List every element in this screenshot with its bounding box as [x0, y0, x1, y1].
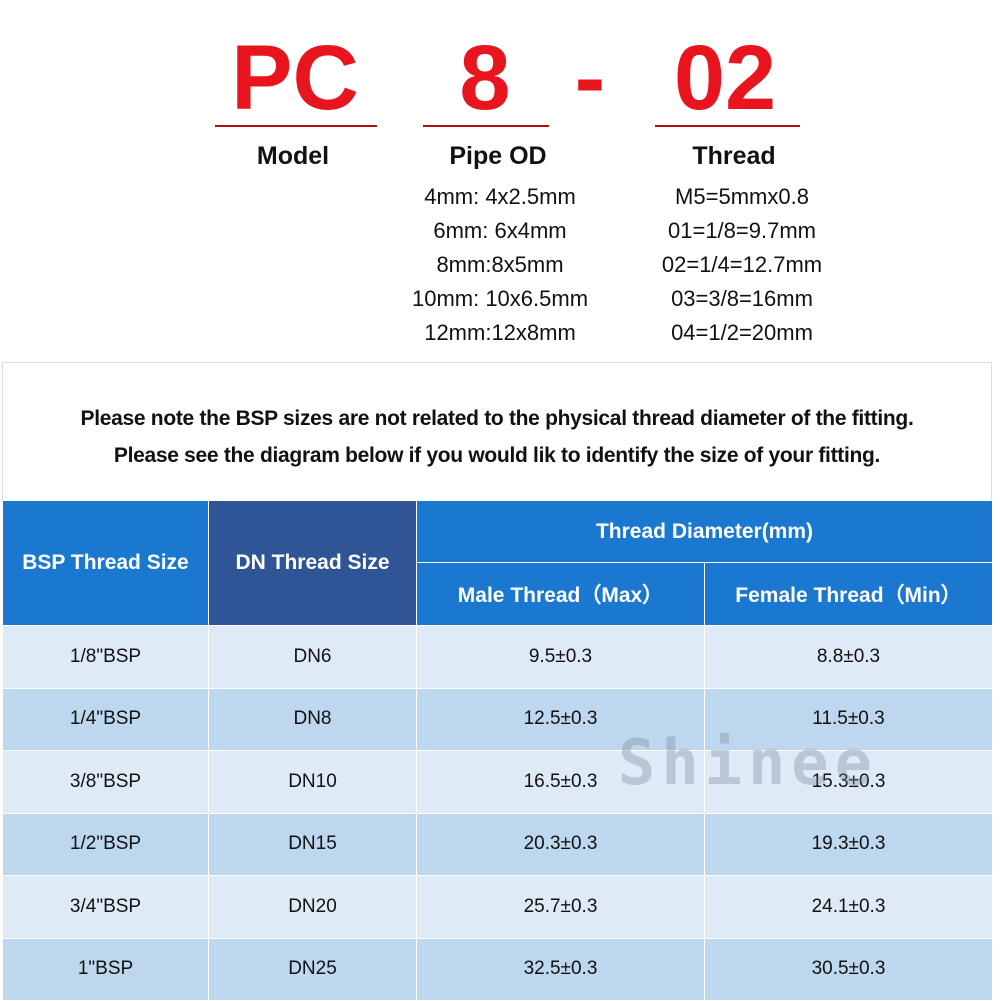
thread-list: M5=5mmx0.8 01=1/8=9.7mm 02=1/4=12.7mm 03…: [612, 180, 872, 350]
header-bsp: BSP Thread Size: [2, 500, 209, 626]
cell-female: 30.5±0.3: [704, 937, 993, 1001]
table-row: 1/8"BSP DN6 9.5±0.3 8.8±0.3: [2, 625, 993, 689]
cell-female: 8.8±0.3: [704, 625, 993, 689]
list-item: 12mm:12x8mm: [424, 320, 576, 345]
cell-female: 11.5±0.3: [704, 687, 993, 751]
cell-bsp: 3/4"BSP: [2, 875, 209, 939]
cell-dn: DN15: [208, 812, 417, 876]
list-item: 6mm: 6x4mm: [433, 218, 567, 243]
notice-box: Please note the BSP sizes are not relate…: [2, 362, 992, 500]
cell-bsp: 3/8"BSP: [2, 750, 209, 814]
cell-dn: DN25: [208, 937, 417, 1001]
cell-female: 15.3±0.3: [704, 750, 993, 814]
pipe-underline: [423, 125, 549, 127]
table-row: 3/4"BSP DN20 25.7±0.3 24.1±0.3: [2, 875, 993, 939]
header-diameter: Thread Diameter(mm): [416, 500, 993, 563]
list-item: 4mm: 4x2.5mm: [424, 184, 576, 209]
cell-male: 16.5±0.3: [416, 750, 705, 814]
list-item: 03=3/8=16mm: [671, 286, 813, 311]
cell-male: 25.7±0.3: [416, 875, 705, 939]
cell-bsp: 1"BSP: [2, 937, 209, 1001]
thread-code: 02: [673, 27, 777, 129]
list-item: 02=1/4=12.7mm: [661, 252, 823, 277]
table-row: 1/4"BSP DN8 12.5±0.3 11.5±0.3: [2, 687, 993, 751]
header-male: Male Thread（Max）: [416, 562, 705, 626]
pipe-od-label: Pipe OD: [449, 142, 547, 170]
cell-bsp: 1/4"BSP: [2, 687, 209, 751]
table-row: 1/2"BSP DN15 20.3±0.3 19.3±0.3: [2, 812, 993, 876]
thread-label: Thread: [692, 142, 776, 170]
cell-female: 24.1±0.3: [704, 875, 993, 939]
list-item: 01=1/8=9.7mm: [668, 218, 816, 243]
cell-dn: DN8: [208, 687, 417, 751]
cell-dn: DN20: [208, 875, 417, 939]
model-underline: [215, 125, 377, 127]
cell-male: 9.5±0.3: [416, 625, 705, 689]
cell-bsp: 1/2"BSP: [2, 812, 209, 876]
bsp-size-table: BSP Thread Size DN Thread Size Thread Di…: [2, 500, 993, 1001]
cell-dn: DN6: [208, 625, 417, 689]
pipe-od-list: 4mm: 4x2.5mm 6mm: 6x4mm 8mm:8x5mm 10mm: …: [370, 180, 630, 350]
list-item: 10mm: 10x6.5mm: [411, 286, 589, 311]
cell-dn: DN10: [208, 750, 417, 814]
header-female: Female Thread（Min）: [704, 562, 993, 626]
table-row: 3/8"BSP DN10 16.5±0.3 15.3±0.3: [2, 750, 993, 814]
header-dn: DN Thread Size: [208, 500, 417, 626]
list-item: 04=1/2=20mm: [671, 320, 813, 345]
watermark-logo: Shinee: [618, 726, 878, 799]
pipe-code: 8: [459, 27, 511, 129]
cell-male: 20.3±0.3: [416, 812, 705, 876]
cell-male: 12.5±0.3: [416, 687, 705, 751]
notice-line: Please note the BSP sizes are not relate…: [80, 407, 914, 430]
cell-female: 19.3±0.3: [704, 812, 993, 876]
code-dash: -: [574, 27, 606, 129]
model-code: PC: [231, 27, 359, 129]
table-row: 1"BSP DN25 32.5±0.3 30.5±0.3: [2, 937, 993, 1001]
cell-bsp: 1/8"BSP: [2, 625, 209, 689]
thread-underline: [655, 125, 800, 127]
list-item: M5=5mmx0.8: [675, 184, 809, 209]
notice-line: Please see the diagram below if you woul…: [113, 444, 881, 467]
cell-male: 32.5±0.3: [416, 937, 705, 1001]
model-label: Model: [256, 142, 330, 170]
list-item: 8mm:8x5mm: [436, 252, 564, 277]
